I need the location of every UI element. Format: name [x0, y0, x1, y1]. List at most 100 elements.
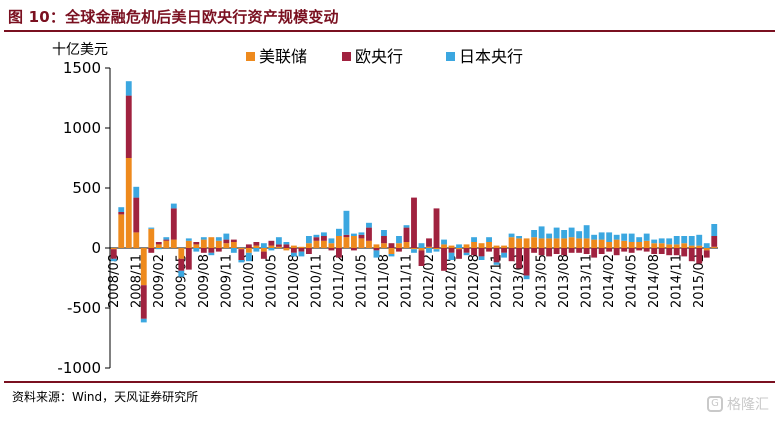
x-tick-label: 2008/11 [129, 254, 144, 308]
bar-ecb [343, 234, 350, 238]
bar-boj [591, 234, 598, 240]
bar-boj [553, 227, 560, 239]
bar-boj [328, 238, 335, 244]
axes: 十亿美元 -1000 -500 0 500 1000 1500 2008/08 2008/11 2… [52, 42, 718, 377]
bar-ecb [238, 249, 245, 260]
bar-boj [523, 275, 530, 280]
bar-fed [163, 240, 170, 248]
bar-fed [493, 245, 500, 248]
bar-fed [208, 237, 215, 248]
bar-fed [613, 239, 620, 248]
bar-boj [598, 232, 605, 240]
bar-fed [238, 248, 245, 250]
bar-ecb [230, 239, 237, 242]
x-tick-label: 2012/05 [445, 254, 460, 308]
x-tick-label: 2014/08 [647, 254, 662, 308]
y-tick-label: 1000 [63, 119, 101, 137]
bar-boj [696, 234, 703, 246]
bar-fed [140, 248, 147, 286]
legend: 美联储 欧央行 日本央行 [246, 47, 523, 66]
bar-boj [418, 243, 425, 248]
x-tick-label: 2011/08 [377, 254, 392, 308]
bar-fed [193, 244, 200, 248]
bar-boj [283, 242, 290, 245]
x-tick-label: 2008/08 [107, 254, 122, 308]
bar-ecb [268, 240, 275, 246]
bar-fed [531, 237, 538, 248]
x-tick-label: 2014/02 [602, 254, 617, 308]
bar-ecb [441, 248, 447, 271]
bar-fed [553, 238, 560, 248]
bar-boj [471, 237, 477, 242]
bar-ecb [245, 244, 252, 248]
bar-boj [133, 186, 140, 198]
x-tick-label: 2010/08 [287, 254, 302, 308]
bar-fed [366, 240, 372, 248]
bar-fed [568, 237, 575, 248]
bar-ecb [456, 249, 462, 259]
bar-ecb [403, 227, 410, 242]
bar-boj [501, 252, 507, 258]
bar-boj [651, 239, 658, 244]
title-divider [4, 30, 775, 32]
bar-ecb [148, 248, 155, 253]
bar-boj [673, 236, 680, 245]
bar-boj [576, 231, 583, 239]
bar-boj [403, 225, 410, 228]
bar-boj [441, 239, 447, 245]
bar-ecb [688, 248, 695, 262]
x-tick-label: 2010/05 [264, 254, 279, 308]
bar-boj [321, 232, 327, 236]
bar-fed [275, 246, 282, 248]
bar-boj [178, 270, 185, 277]
bar-fed [155, 244, 162, 248]
x-tick-label: 2010/11 [309, 254, 324, 308]
bar-fed [643, 240, 650, 248]
bar-boj [238, 260, 245, 263]
bar-boj [486, 237, 492, 242]
x-tick-label: 2013/05 [535, 254, 550, 308]
bar-fed [336, 236, 342, 248]
bar-fed [651, 243, 658, 248]
bar-ecb [643, 248, 650, 252]
footer-divider [4, 381, 775, 383]
bar-boj [426, 248, 432, 253]
bar-fed [471, 242, 477, 248]
bar-ecb [651, 248, 658, 254]
bar-boj [463, 252, 470, 256]
bar-boj [170, 203, 177, 209]
bar-ecb [155, 242, 162, 245]
bar-boj [613, 234, 620, 240]
bar-ecb [471, 248, 477, 256]
bar-fed [373, 244, 380, 248]
bar-ecb [313, 237, 320, 241]
bar-ecb [118, 212, 125, 215]
bar-boj [118, 207, 125, 212]
x-tick-label: 2011/11 [399, 254, 414, 308]
bar-ecb [140, 285, 147, 319]
bar-boj [343, 210, 350, 235]
bar-ecb [501, 248, 507, 253]
bar-fed [411, 248, 417, 250]
bar-fed [260, 248, 267, 252]
bar-fed [703, 248, 710, 251]
bar-boj [628, 233, 635, 242]
bar-marks [110, 81, 718, 323]
bar-ecb [508, 248, 515, 262]
bar-fed [230, 242, 237, 248]
bar-fed [305, 243, 312, 248]
bar-fed [328, 243, 335, 248]
x-tick-label: 2013/02 [512, 254, 527, 308]
bar-boj [688, 236, 695, 246]
bar-fed [403, 242, 410, 248]
bar-ecb [433, 208, 440, 248]
bar-ecb [358, 234, 365, 239]
bar-fed [628, 242, 635, 248]
watermark-text: 格隆汇 [727, 397, 769, 413]
bar-ecb [321, 236, 327, 241]
bar-ecb [208, 248, 215, 253]
bar-fed [200, 239, 207, 248]
bar-fed [298, 246, 305, 248]
y-tick-label: -1000 [57, 359, 101, 377]
bar-boj [215, 237, 222, 241]
